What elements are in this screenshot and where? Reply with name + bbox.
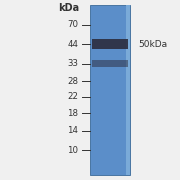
Text: kDa: kDa [58, 3, 79, 13]
Text: 44: 44 [67, 40, 78, 49]
Bar [92, 60, 128, 67]
Text: 22: 22 [67, 92, 78, 101]
Bar [90, 5, 130, 175]
Text: 18: 18 [67, 109, 78, 118]
Text: 14: 14 [67, 126, 78, 135]
Bar [92, 39, 128, 49]
Text: 70: 70 [67, 20, 78, 29]
Text: 50kDa: 50kDa [139, 40, 168, 49]
Text: 10: 10 [67, 146, 78, 155]
Bar [126, 5, 130, 175]
Text: 33: 33 [67, 59, 78, 68]
Text: 28: 28 [67, 77, 78, 86]
